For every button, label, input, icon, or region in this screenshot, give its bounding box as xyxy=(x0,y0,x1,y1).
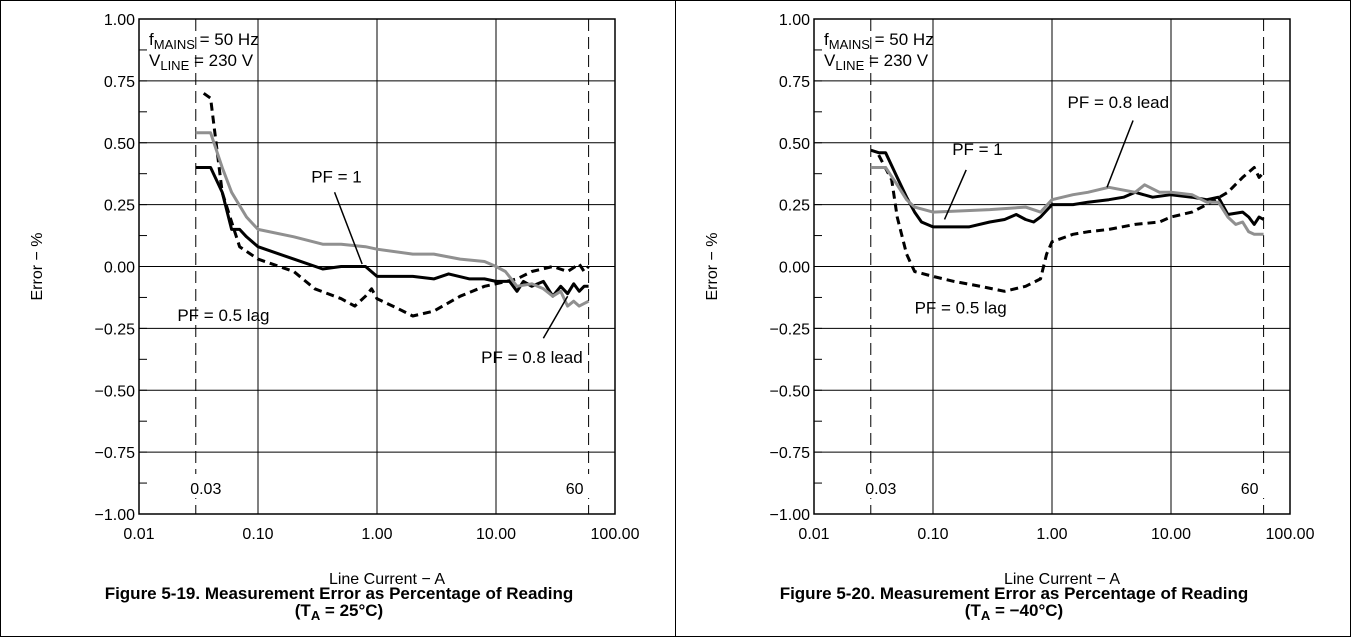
chart-panel-2: 1.00 0.75 0.50 0.25 0.00 −0.25 −0.50 −0.75 −1.00… xyxy=(675,0,1351,637)
range-marker-bg xyxy=(550,474,599,498)
y-tick-label: 0.50 xyxy=(779,136,810,153)
y-tick-label: −0.50 xyxy=(95,383,136,400)
range-marker-label: 0.03 xyxy=(190,481,221,498)
range-marker-bg xyxy=(181,474,230,498)
condition-part: (T xyxy=(295,601,312,620)
series-line-pf1 xyxy=(870,148,1265,229)
y-tick-label: 1.00 xyxy=(779,12,810,29)
annotation-label: PF = 0.8 lead xyxy=(1068,93,1170,112)
condition-part: = 230 V xyxy=(864,51,928,70)
y-tick-label: 0.25 xyxy=(104,198,135,215)
y-tick-label: −0.50 xyxy=(770,383,811,400)
y-tick-label: −0.75 xyxy=(95,445,136,462)
series-line-pf1 xyxy=(195,166,589,298)
x-tick-label: 1.00 xyxy=(1036,526,1067,543)
condition-part: = 50 Hz xyxy=(870,30,934,49)
x-tick-label: 10.00 xyxy=(1151,526,1191,543)
condition-part: LINE xyxy=(160,58,189,73)
chart-panel-1: 1.00 0.75 0.50 0.25 0.00 −0.25 −0.50 −0.75 −1.00… xyxy=(0,0,676,637)
annotation-leader-line xyxy=(333,191,363,265)
annotation-label: PF = 1 xyxy=(952,140,1003,159)
y-axis-title: Error − % xyxy=(29,232,46,300)
chart-svg: 1.00 0.75 0.50 0.25 0.00 −0.25 −0.50 −0.75 −1.00… xyxy=(29,12,640,623)
condition-part: = 50 Hz xyxy=(195,30,259,49)
condition-frequency: fMAINS = 50 Hz xyxy=(149,30,259,52)
y-tick-label: 0.50 xyxy=(104,136,135,153)
annotation-label: PF = 0.5 lag xyxy=(177,306,269,325)
annotation-label: PF = 0.5 lag xyxy=(915,299,1007,318)
annotation-label: PF = 0.8 lead xyxy=(481,348,583,367)
condition-part: = 230 V xyxy=(189,51,253,70)
x-tick-label: 0.10 xyxy=(242,526,273,543)
condition-voltage: VLINE = 230 V xyxy=(824,51,929,73)
y-tick-label: −0.75 xyxy=(770,445,811,462)
condition-part: MAINS xyxy=(154,37,196,52)
y-axis-title: Error − % xyxy=(704,232,721,300)
y-tick-label: 0.25 xyxy=(779,198,810,215)
annotation-leader-line xyxy=(943,169,967,220)
y-tick-label: −1.00 xyxy=(95,507,136,524)
x-axis-title: Line Current − A xyxy=(329,571,445,588)
x-tick-label: 0.10 xyxy=(917,526,948,543)
x-tick-label: 100.00 xyxy=(1266,526,1315,543)
range-marker-label: 0.03 xyxy=(865,481,896,498)
condition-part: = 25°C) xyxy=(320,601,383,620)
plot-frame xyxy=(813,18,1291,515)
condition-part: V xyxy=(149,51,161,70)
condition-part: = −40°C) xyxy=(990,601,1063,620)
condition-part: V xyxy=(824,51,836,70)
annotation-label: PF = 1 xyxy=(311,167,362,186)
y-tick-label: 0.00 xyxy=(779,260,810,277)
figure-caption-condition: (TA = −40°C) xyxy=(965,601,1063,623)
annotation-leader-line xyxy=(542,295,569,339)
series-line-pf05lag xyxy=(202,92,590,318)
condition-part: f xyxy=(824,30,829,49)
x-axis-title: Line Current − A xyxy=(1004,571,1120,588)
x-tick-label: 0.01 xyxy=(123,526,154,543)
range-marker-bg xyxy=(856,474,905,498)
range-marker-label: 60 xyxy=(1241,481,1259,498)
plot-frame xyxy=(138,18,616,515)
y-tick-label: 0.75 xyxy=(779,74,810,91)
y-tick-label: −1.00 xyxy=(770,507,811,524)
y-tick-label: 0.75 xyxy=(104,74,135,91)
range-marker-label: 60 xyxy=(566,481,584,498)
x-tick-label: 0.01 xyxy=(798,526,829,543)
x-tick-label: 1.00 xyxy=(361,526,392,543)
condition-voltage: VLINE = 230 V xyxy=(149,51,254,73)
figure-caption: Figure 5-20. Measurement Error as Percen… xyxy=(780,584,1249,603)
condition-part: (T xyxy=(965,601,982,620)
y-tick-label: 1.00 xyxy=(104,12,135,29)
x-tick-label: 100.00 xyxy=(591,526,640,543)
y-tick-label: 0.00 xyxy=(104,260,135,277)
x-tick-label: 10.00 xyxy=(476,526,516,543)
y-tick-label: −0.25 xyxy=(770,321,811,338)
condition-frequency: fMAINS = 50 Hz xyxy=(824,30,934,52)
annotation-leader-line xyxy=(1106,120,1134,188)
chart-svg: 1.00 0.75 0.50 0.25 0.00 −0.25 −0.50 −0.75 −1.00… xyxy=(704,12,1315,623)
condition-part: A xyxy=(311,608,321,623)
condition-part: A xyxy=(981,608,991,623)
condition-part: LINE xyxy=(835,58,864,73)
y-tick-label: −0.25 xyxy=(95,321,136,338)
condition-part: MAINS xyxy=(829,37,871,52)
series-line-pf05lag xyxy=(877,154,1265,293)
figure-caption-condition: (TA = 25°C) xyxy=(295,601,383,623)
figure-caption: Figure 5-19. Measurement Error as Percen… xyxy=(105,584,574,603)
condition-part: f xyxy=(149,30,154,49)
range-marker-bg xyxy=(1225,474,1274,498)
series-line-pf08lead xyxy=(195,131,590,308)
series-line-pf08lead xyxy=(870,166,1264,236)
